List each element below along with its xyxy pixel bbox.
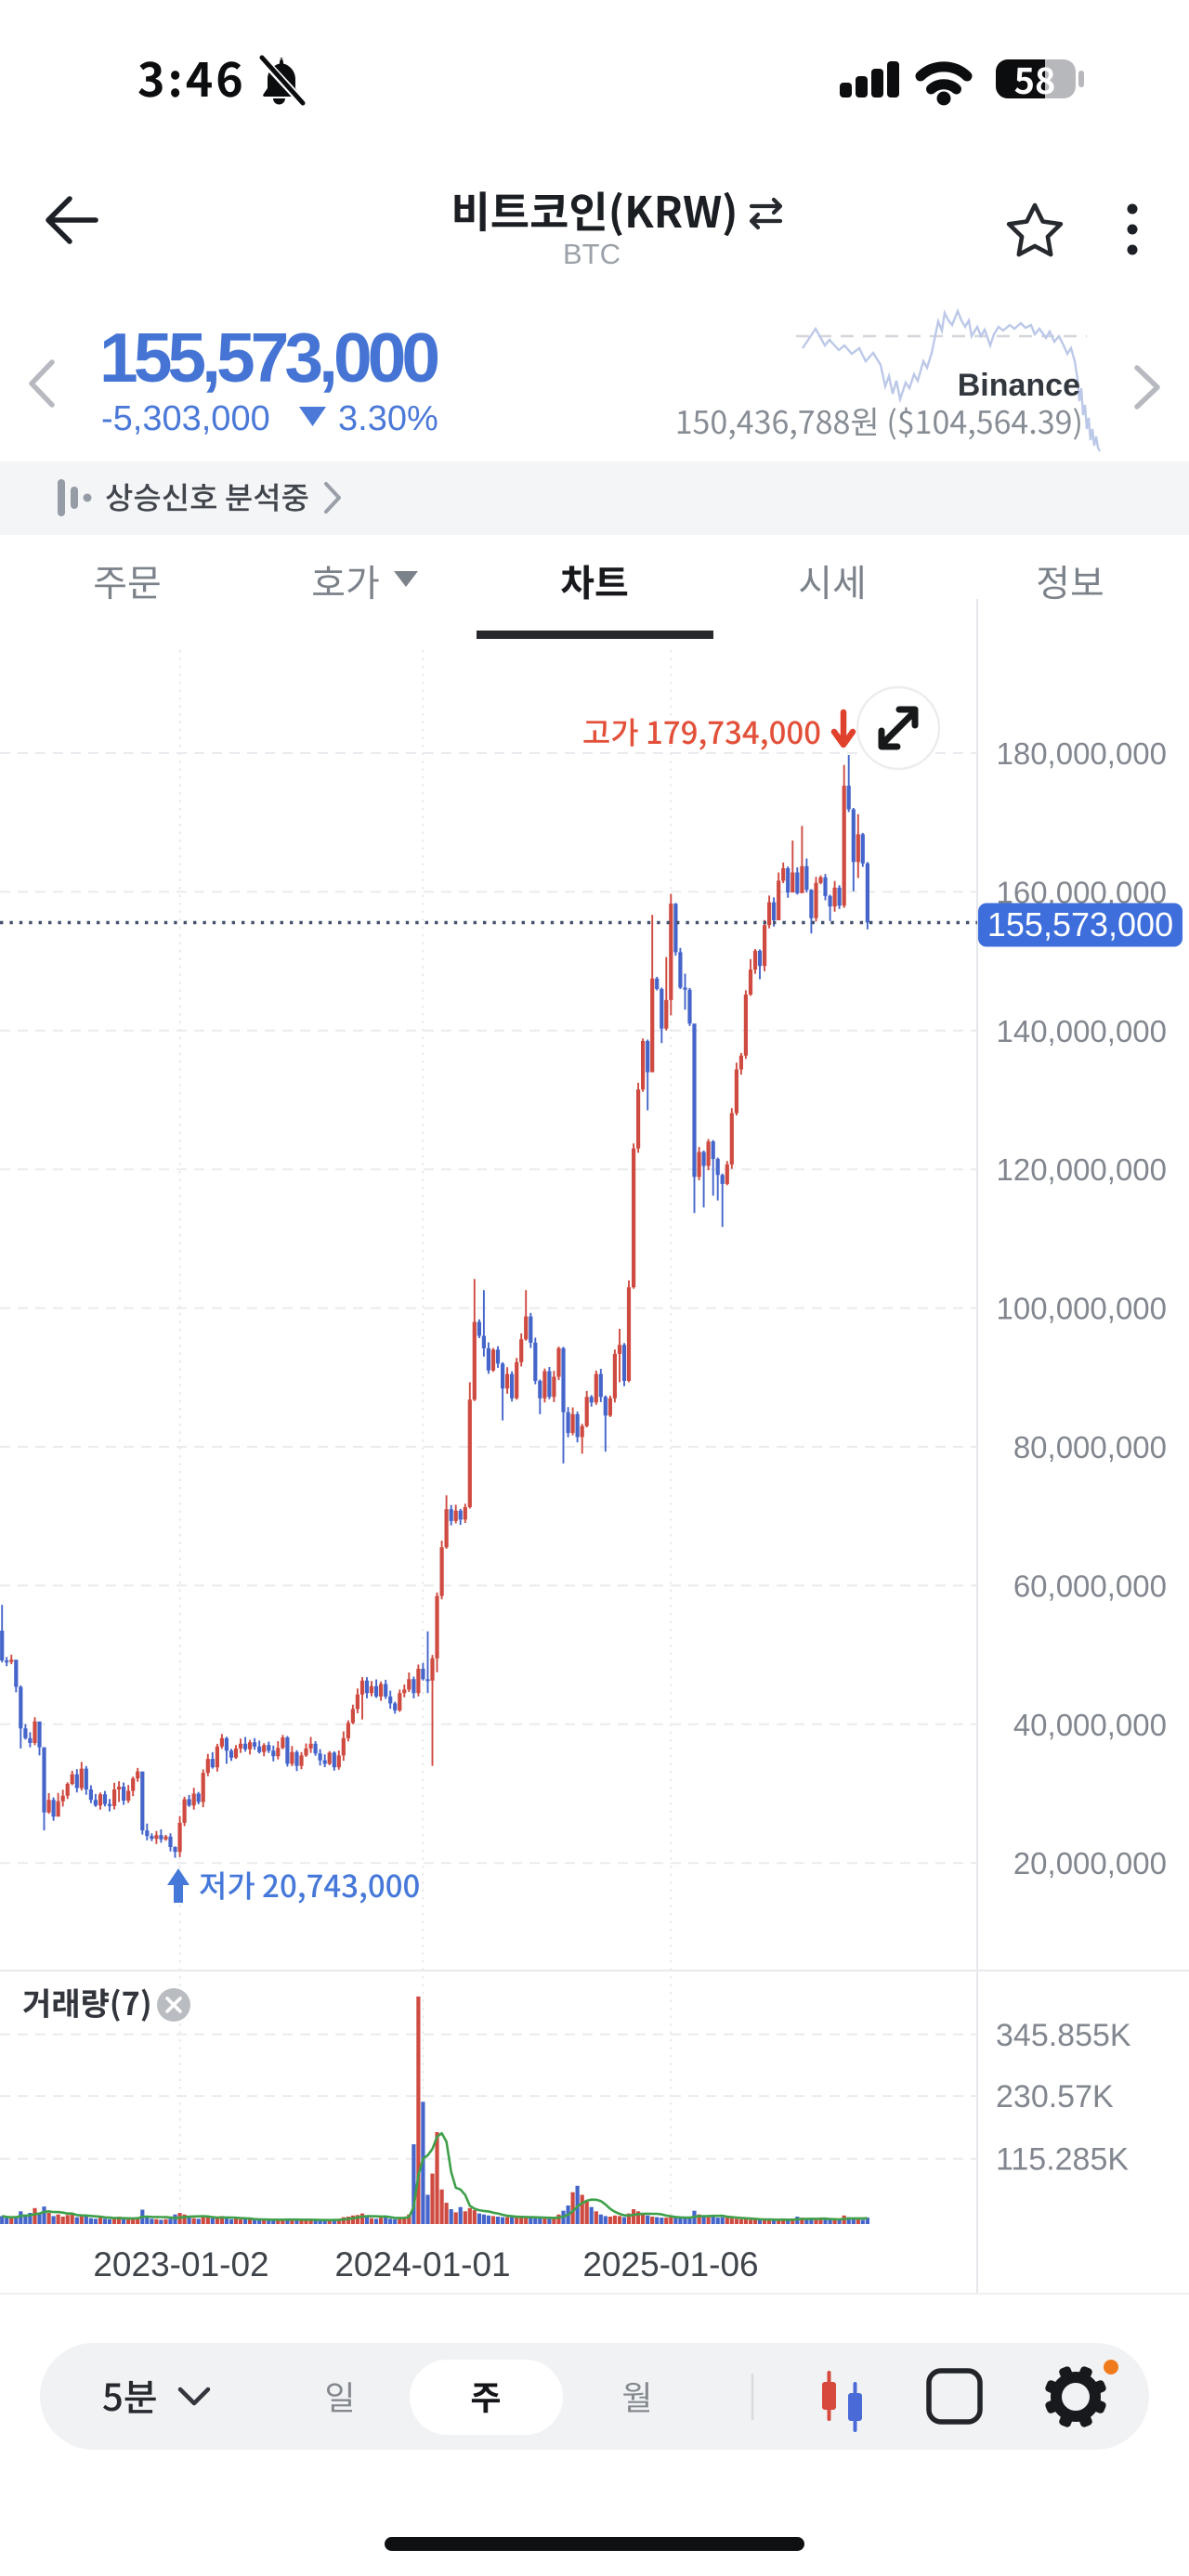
svg-text:BTC: BTC xyxy=(563,238,621,270)
svg-text:20,000,000: 20,000,000 xyxy=(1013,1846,1167,1880)
svg-text:115.285K: 115.285K xyxy=(996,2142,1129,2178)
svg-text:100,000,000: 100,000,000 xyxy=(996,1292,1167,1326)
svg-text:2023-01-02: 2023-01-02 xyxy=(93,2245,268,2283)
svg-text:230.57K: 230.57K xyxy=(996,2079,1114,2114)
svg-text:180,000,000: 180,000,000 xyxy=(996,736,1167,771)
svg-text:155,573,000: 155,573,000 xyxy=(987,905,1173,943)
svg-text:3.30%: 3.30% xyxy=(338,399,438,438)
svg-text:140,000,000: 140,000,000 xyxy=(996,1014,1167,1048)
svg-text:-5,303,000: -5,303,000 xyxy=(101,399,270,438)
svg-text:60,000,000: 60,000,000 xyxy=(1013,1568,1167,1603)
svg-text:345.855K: 345.855K xyxy=(996,2018,1131,2053)
svg-text:155,573,000: 155,573,000 xyxy=(99,319,438,397)
svg-text:Binance: Binance xyxy=(958,368,1080,403)
svg-text:40,000,000: 40,000,000 xyxy=(1013,1708,1167,1742)
svg-text:2025-01-06: 2025-01-06 xyxy=(582,2245,758,2283)
svg-text:120,000,000: 120,000,000 xyxy=(996,1152,1167,1187)
svg-text:2024-01-01: 2024-01-01 xyxy=(334,2245,510,2283)
svg-text:80,000,000: 80,000,000 xyxy=(1013,1430,1167,1464)
